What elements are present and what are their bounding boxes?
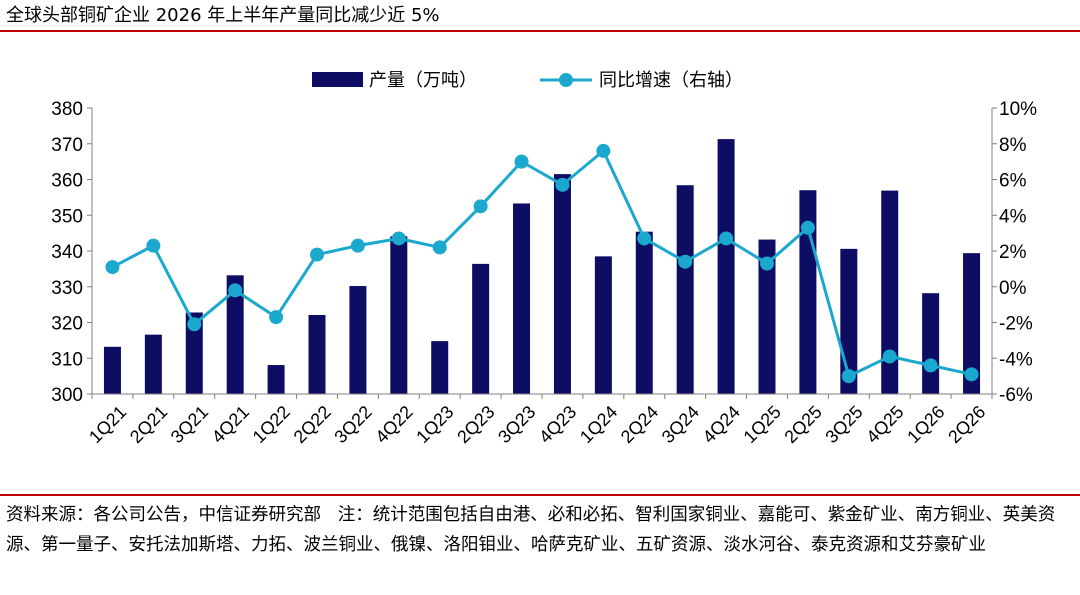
x-tick-label: 2Q26 xyxy=(944,402,989,447)
growth-point-4Q24 xyxy=(719,231,734,246)
chart: 300 310 320 330 340 350 360 370 380 -6% -4% -2% 0% 2%… xyxy=(51,70,1037,447)
bar-4Q24 xyxy=(717,139,735,394)
source-text: 资料来源：各公司公告，中信证券研究部 xyxy=(6,505,321,525)
growth-point-3Q23 xyxy=(514,154,529,169)
growth-point-2Q26 xyxy=(964,367,979,382)
x-tick-label: 3Q21 xyxy=(167,402,212,447)
footer-rule xyxy=(0,494,1080,496)
growth-point-3Q24 xyxy=(678,254,693,269)
growth-point-4Q23 xyxy=(555,177,570,192)
note-text: 注：统计范围包括自由港、必和必拓、智利国家铜业、嘉能可、紫金矿业、南方铜业、英美… xyxy=(6,505,1056,555)
bar-2Q21 xyxy=(144,334,162,394)
x-tick-label: 2Q25 xyxy=(780,402,825,447)
growth-point-4Q22 xyxy=(391,231,406,246)
y-left-tick-label: 380 xyxy=(51,99,83,120)
bar-4Q23 xyxy=(553,174,571,394)
legend: 产量（万吨） 同比增速（右轴） xyxy=(312,70,743,91)
x-tick-label: 1Q22 xyxy=(249,402,294,447)
growth-point-3Q22 xyxy=(350,238,365,253)
y-left-tick-label: 330 xyxy=(51,278,83,299)
x-tick-label: 2Q23 xyxy=(453,402,498,447)
bar-1Q26 xyxy=(922,293,940,394)
y-left-tick-label: 310 xyxy=(51,349,83,370)
header-rule xyxy=(0,30,1080,32)
growth-point-2Q22 xyxy=(310,247,324,262)
x-tick-label: 2Q24 xyxy=(617,402,662,447)
growth-point-2Q24 xyxy=(637,231,652,246)
x-tick-label: 1Q26 xyxy=(903,402,948,447)
growth-point-1Q22 xyxy=(269,310,284,325)
growth-point-2Q25 xyxy=(800,220,815,235)
y-left-tick-label: 300 xyxy=(51,385,83,406)
bar-2Q23 xyxy=(472,263,490,394)
growth-point-1Q23 xyxy=(432,240,447,255)
x-tick-label: 2Q22 xyxy=(290,402,335,447)
x-tick-label: 4Q24 xyxy=(699,402,744,447)
growth-point-4Q25 xyxy=(882,349,897,364)
bar-2Q26 xyxy=(963,253,981,394)
growth-point-1Q21 xyxy=(105,260,120,275)
bar-series xyxy=(103,139,981,394)
y-right-tick-label: 10% xyxy=(999,99,1037,120)
x-tick-label: 1Q25 xyxy=(740,402,785,447)
growth-point-1Q24 xyxy=(596,143,611,158)
y-left-tick-label: 360 xyxy=(51,171,83,192)
growth-point-3Q25 xyxy=(841,369,856,384)
bar-2Q22 xyxy=(308,314,326,394)
x-tick-label: 4Q25 xyxy=(862,402,907,447)
bar-4Q21 xyxy=(226,275,244,394)
y-right-tick-label: 6% xyxy=(999,171,1027,192)
x-tick-label: 3Q25 xyxy=(821,402,866,447)
bar-3Q23 xyxy=(513,203,531,394)
y-left-tick-label: 320 xyxy=(51,314,83,335)
bar-4Q25 xyxy=(881,190,899,394)
x-tick-label: 3Q23 xyxy=(494,402,539,447)
y-right-tick-label: 0% xyxy=(999,278,1027,299)
y-right-tick-label: 2% xyxy=(999,242,1027,263)
bar-1Q24 xyxy=(594,256,612,394)
x-tick-label: 1Q21 xyxy=(85,402,130,447)
legend-bar-label: 产量（万吨） xyxy=(369,70,477,91)
bar-4Q22 xyxy=(390,236,408,394)
x-tick-label: 3Q24 xyxy=(658,402,703,447)
chart-title: 全球头部铜矿企业 2026 年上半年产量同比减少近 5% xyxy=(6,5,440,26)
chart-footer: 资料来源：各公司公告，中信证券研究部 注：统计范围包括自由港、必和必拓、智利国家… xyxy=(6,500,1076,560)
legend-bar-swatch xyxy=(312,72,363,87)
x-tick-label: 1Q23 xyxy=(412,402,457,447)
y-right-tick-label: -4% xyxy=(999,349,1033,370)
bar-1Q23 xyxy=(431,341,449,394)
y-right-tick-label: -6% xyxy=(999,385,1033,406)
growth-point-3Q21 xyxy=(187,317,202,332)
growth-point-1Q25 xyxy=(760,256,774,271)
y-left-tick-label: 350 xyxy=(51,206,83,227)
bar-3Q22 xyxy=(349,286,367,394)
y-right-tick-label: -2% xyxy=(999,314,1033,335)
x-tick-label: 2Q21 xyxy=(126,402,171,447)
y-right-tick-label: 8% xyxy=(999,135,1027,156)
growth-point-2Q21 xyxy=(146,238,161,253)
bar-1Q25 xyxy=(758,239,776,394)
legend-line-marker xyxy=(559,73,573,87)
x-tick-label: 4Q22 xyxy=(371,402,416,447)
bar-1Q22 xyxy=(267,365,285,394)
x-tick-label: 4Q23 xyxy=(535,402,580,447)
growth-point-1Q26 xyxy=(923,358,938,373)
y-left-tick-label: 340 xyxy=(51,242,83,263)
x-tick-label: 1Q24 xyxy=(576,402,621,447)
y-right-tick-label: 4% xyxy=(999,206,1027,227)
growth-point-2Q23 xyxy=(473,199,488,214)
growth-point-4Q21 xyxy=(228,283,243,298)
bar-3Q24 xyxy=(676,185,694,394)
chart-header: 全球头部铜矿企业 2026 年上半年产量同比减少近 5% xyxy=(0,0,1080,34)
bar-3Q21 xyxy=(185,312,203,394)
bar-2Q24 xyxy=(635,231,653,394)
bar-1Q21 xyxy=(103,346,121,394)
line-series xyxy=(105,143,979,384)
y-left-tick-label: 370 xyxy=(51,135,83,156)
legend-line-label: 同比增速（右轴） xyxy=(599,70,743,91)
growth-line xyxy=(111,149,972,378)
x-tick-label: 3Q22 xyxy=(330,402,375,447)
x-tick-label: 4Q21 xyxy=(208,402,253,447)
